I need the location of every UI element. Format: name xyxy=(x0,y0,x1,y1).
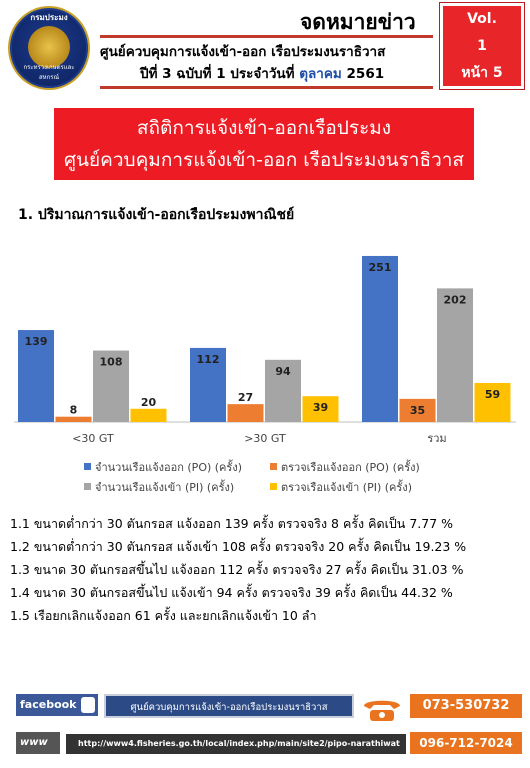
bar xyxy=(18,330,54,422)
data-label: 20 xyxy=(141,396,157,409)
legend-label: จำนวนเรือแจ้งออก (PO) (ครั้ง) xyxy=(95,461,242,474)
bar xyxy=(93,350,129,422)
bar xyxy=(362,255,398,422)
data-label: 27 xyxy=(238,391,253,404)
page-label: หน้า 5 xyxy=(461,65,503,81)
data-label: 139 xyxy=(25,335,48,348)
data-label: 35 xyxy=(410,404,425,417)
legend-item-pi-count: จำนวนเรือแจ้งเข้า (PI) (ครั้ง) xyxy=(84,478,234,496)
bar xyxy=(227,404,264,422)
data-label: 251 xyxy=(369,261,392,274)
data-label: 94 xyxy=(275,365,291,378)
data-label: 59 xyxy=(485,388,500,401)
bar xyxy=(190,347,226,422)
category-label: >30 GT xyxy=(244,432,286,445)
legend-label: จำนวนเรือแจ้งเข้า (PI) (ครั้ง) xyxy=(95,481,235,494)
logo-text-bottom: กระทรวงเกษตรและสหกรณ์ xyxy=(23,64,75,81)
center-name: ศูนย์ควบคุมการแจ้งเข้า-ออก เรือประมงนราธ… xyxy=(100,44,386,60)
stat-item: 1.1 ขนาดต่ำกว่า 30 ตันกรอส แจ้งออก 139 ค… xyxy=(10,516,454,531)
banner-line-2: ศูนย์ควบคุมการแจ้งเข้า-ออก เรือประมงนราธ… xyxy=(63,149,465,171)
vol-label: Vol. xyxy=(467,11,497,27)
legend-swatch xyxy=(84,463,91,470)
logo-text-top: กรมประมง xyxy=(30,13,68,22)
data-label: 112 xyxy=(197,353,220,366)
website-url[interactable]: http://www4.fisheries.go.th/local/index.… xyxy=(66,734,406,754)
data-label: 8 xyxy=(70,404,78,417)
issue-year: 2561 xyxy=(346,66,385,82)
bar xyxy=(399,398,436,422)
vol-number: 1 xyxy=(477,38,487,54)
newsletter-title: จดหมายข่าว xyxy=(300,10,416,34)
issue-prefix: ปีที่ 3 ฉบับที่ 1 ประจำวันที่ xyxy=(140,66,295,82)
department-logo: กรมประมง กระทรวงเกษตรและสหกรณ์ xyxy=(8,6,90,90)
issue-line: ปีที่ 3 ฉบับที่ 1 ประจำวันที่ ตุลาคม 256… xyxy=(140,62,384,84)
bar xyxy=(55,416,92,422)
facebook-thumb-icon xyxy=(81,697,95,713)
bar xyxy=(302,396,339,422)
legend-item-pi-inspected: ตรวจเรือแจ้งเข้า (PI) (ครั้ง) xyxy=(270,478,412,496)
legend-swatch xyxy=(270,463,277,470)
phone-number-1[interactable]: 073-530732 xyxy=(410,694,522,718)
category-label: <30 GT xyxy=(72,432,114,445)
contact-footer: facebook ศูนย์ควบคุมการแจ้งเข้า-ออกเรือป… xyxy=(16,690,524,760)
legend-swatch xyxy=(270,483,277,490)
legend-item-po-inspected: ตรวจเรือแจ้งออก (PO) (ครั้ง) xyxy=(270,458,420,476)
issue-month: ตุลาคม xyxy=(299,66,342,82)
data-label: 108 xyxy=(100,356,123,369)
header-divider-top xyxy=(100,35,433,38)
telephone-icon xyxy=(364,700,400,721)
seal-icon xyxy=(28,26,70,68)
bar xyxy=(130,408,167,422)
legend-label: ตรวจเรือแจ้งออก (PO) (ครั้ง) xyxy=(281,461,420,474)
data-label: 39 xyxy=(313,401,328,414)
www-badge: www xyxy=(16,732,60,754)
statistics-banner: สถิติการแจ้งเข้า-ออกเรือประมง ศูนย์ควบคุ… xyxy=(54,108,474,180)
legend-item-po-count: จำนวนเรือแจ้งออก (PO) (ครั้ง) xyxy=(84,458,242,476)
stat-item: 1.2 ขนาดต่ำกว่า 30 ตันกรอส แจ้งเข้า 108 … xyxy=(10,539,467,554)
bar xyxy=(474,382,511,422)
data-label: 202 xyxy=(444,293,467,306)
stat-item: 1.3 ขนาด 30 ตันกรอสขึ้นไป แจ้งออก 112 คร… xyxy=(10,562,464,577)
volume-badge: Vol. 1 หน้า 5 xyxy=(439,2,525,90)
bar-chart: 139 8 108 20 <30 GT 112 27 94 39 >30 GT 251 35 202 59… xyxy=(14,255,516,445)
legend-swatch xyxy=(84,483,91,490)
statistics-list: 1.1 ขนาดต่ำกว่า 30 ตันกรอส แจ้งออก 139 ค… xyxy=(10,512,466,627)
bar xyxy=(437,288,473,422)
legend-label: ตรวจเรือแจ้งเข้า (PI) (ครั้ง) xyxy=(281,481,412,494)
facebook-page-link[interactable]: ศูนย์ควบคุมการแจ้งเข้า-ออกเรือประมงนราธิ… xyxy=(104,694,354,718)
bar xyxy=(265,359,301,422)
phone-number-2[interactable]: 096-712-7024 xyxy=(410,732,522,754)
facebook-badge[interactable]: facebook xyxy=(16,694,98,716)
section-title: 1. ปริมาณการแจ้งเข้า-ออกเรือประมงพาณิชย์ xyxy=(18,207,295,223)
banner-line-1: สถิติการแจ้งเข้า-ออกเรือประมง xyxy=(136,117,392,139)
facebook-label: facebook xyxy=(20,698,77,711)
header-divider-bottom xyxy=(100,86,433,89)
category-label: รวม xyxy=(427,432,446,445)
stat-item: 1.5 เรือยกเลิกแจ้งออก 61 ครั้ง และยกเลิก… xyxy=(10,608,317,623)
stat-item: 1.4 ขนาด 30 ตันกรอสขึ้นไป แจ้งเข้า 94 คร… xyxy=(10,585,453,600)
